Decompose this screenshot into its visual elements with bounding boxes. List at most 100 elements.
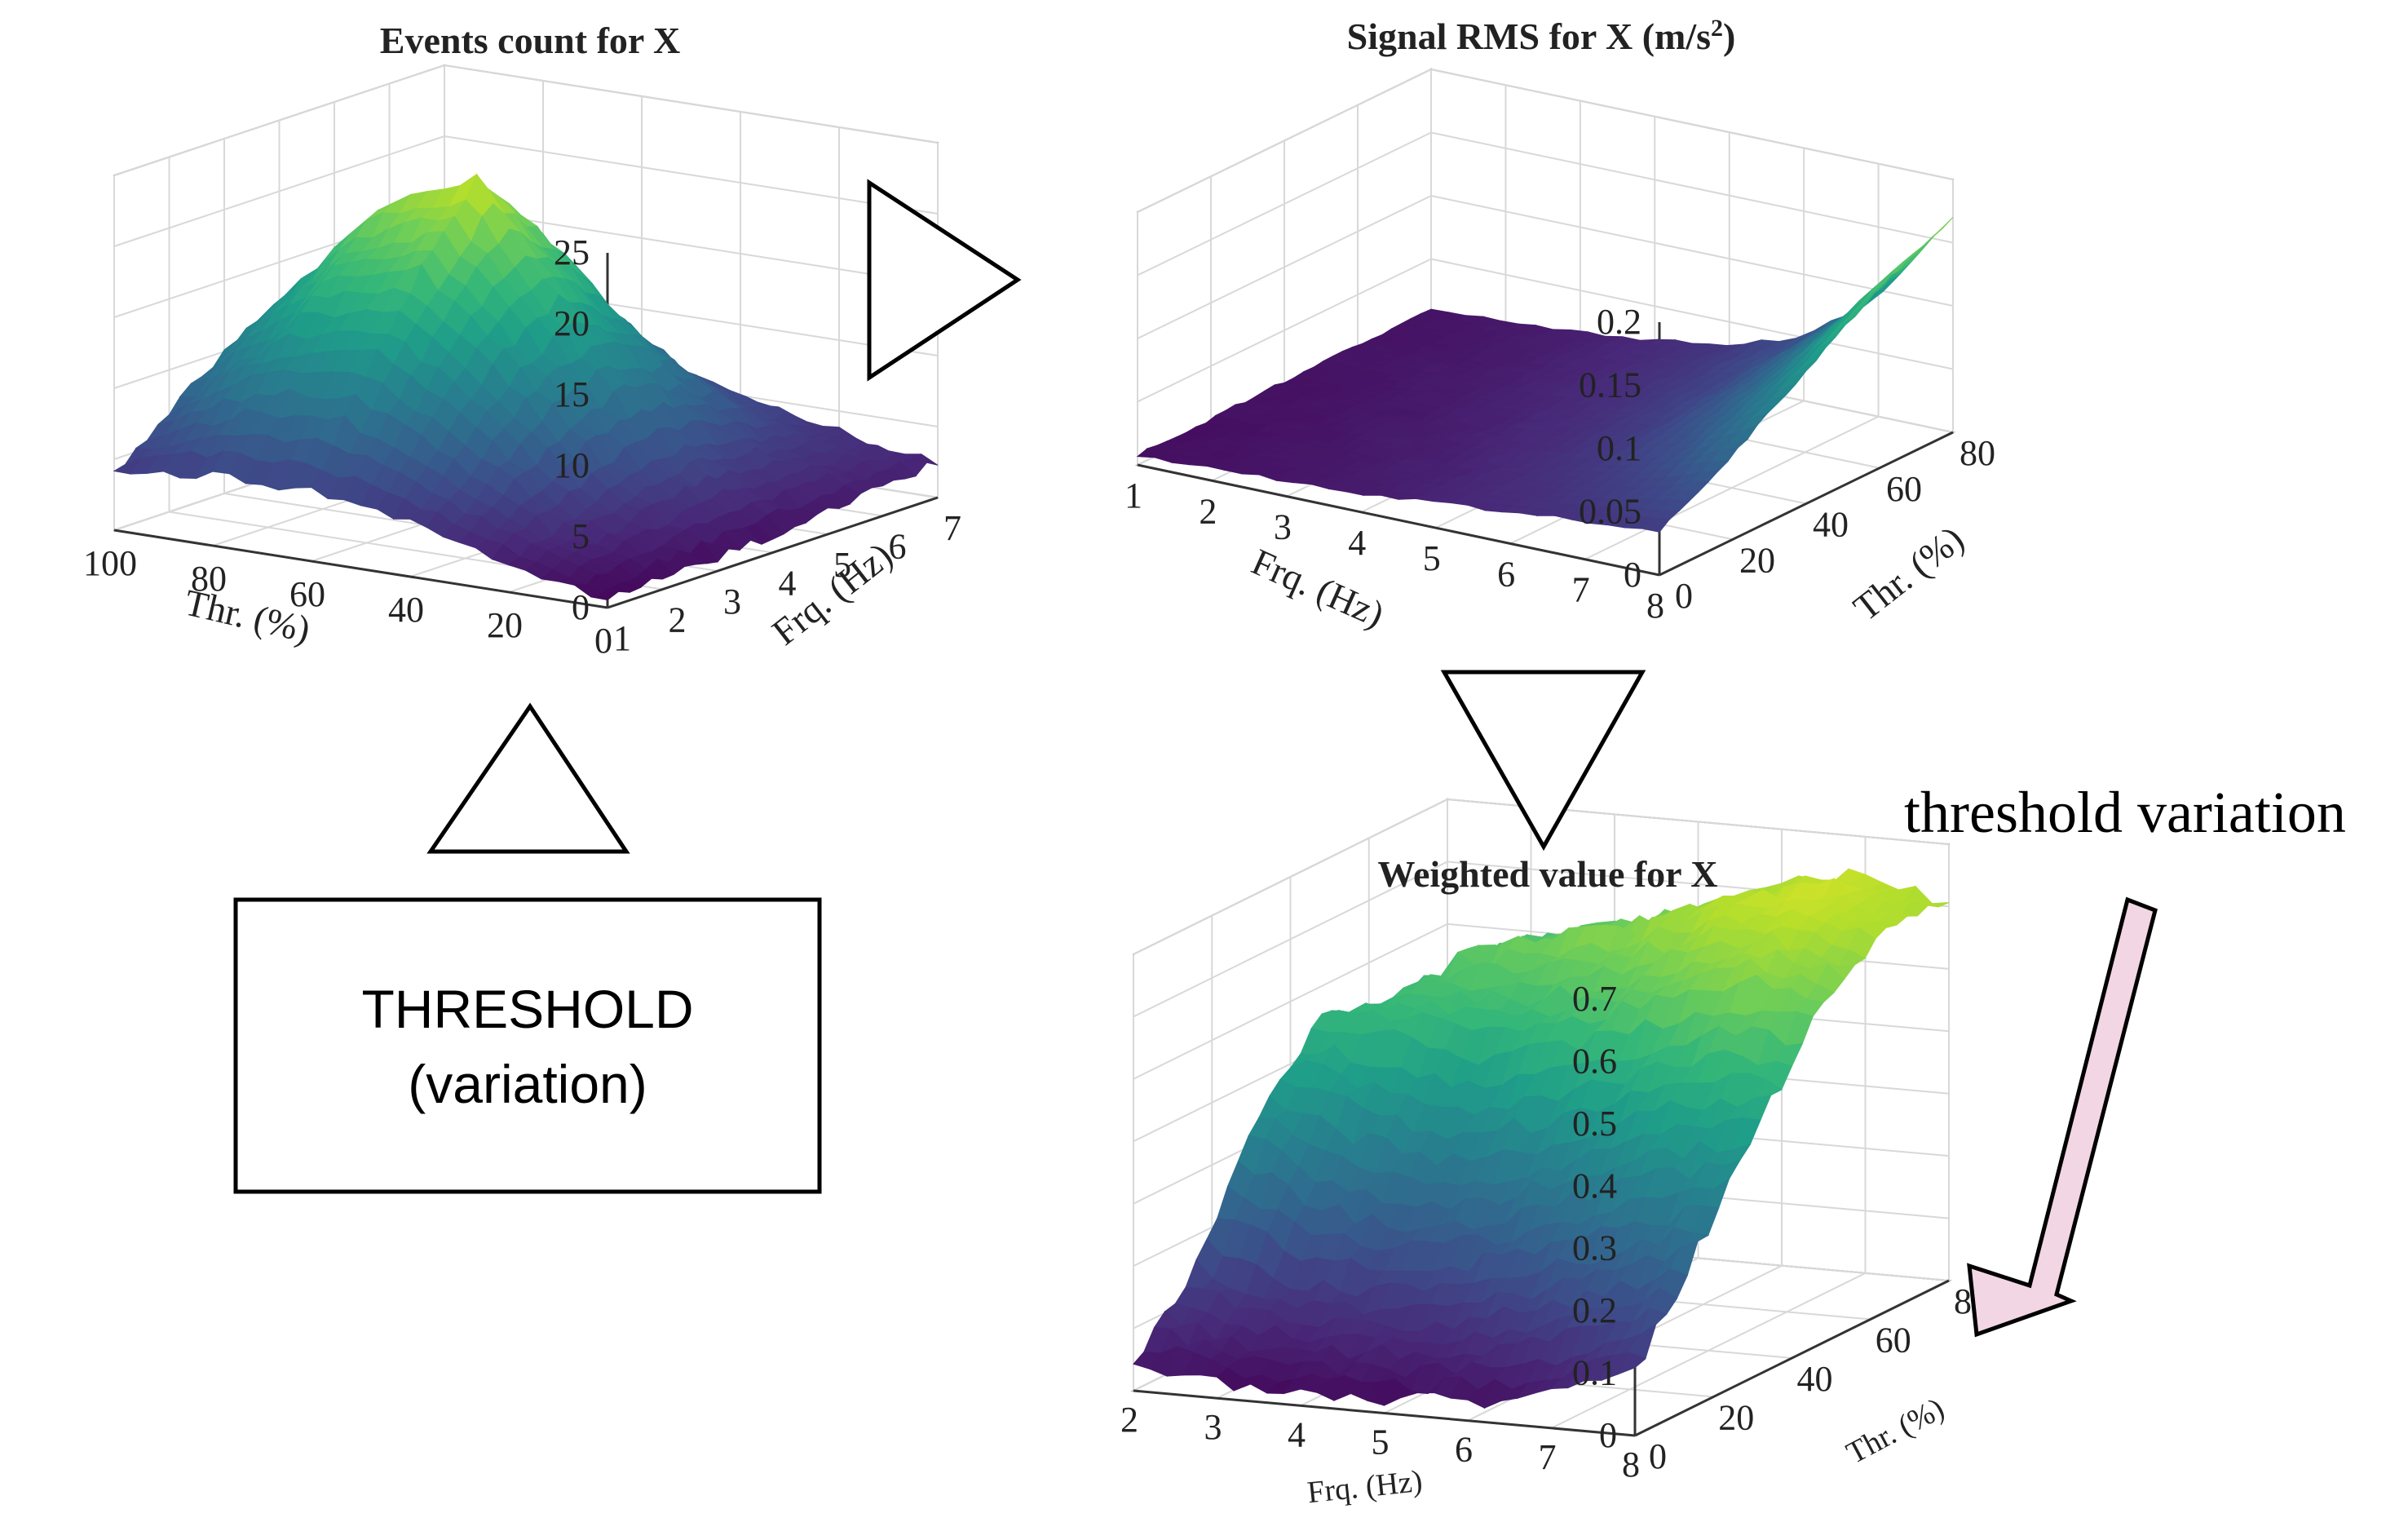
u-tick-label: 1: [1124, 476, 1142, 515]
up-pointing-triangle-icon: [426, 702, 630, 854]
u-tick-label: 40: [388, 590, 424, 630]
signal-rms-frq-ticks: 8 7 6 5 4 3 2 1: [1124, 476, 1664, 626]
weighted-value-frq-ticks: 8 7 6 5 4 3 2: [1120, 1400, 1640, 1485]
z-tick-label: 0.6: [1572, 1041, 1617, 1081]
signal-rms-title-sup: 2: [1711, 15, 1723, 42]
z-gridline: [444, 135, 939, 215]
threshold-box-line2: (variation): [408, 1054, 647, 1114]
surface-patch: [590, 591, 619, 601]
z-tick-label: 0.4: [1572, 1166, 1617, 1206]
surface-patch: [1641, 517, 1670, 533]
weighted-value-title: Weighted value for X: [1378, 853, 1718, 895]
u-tick-label: 8: [1622, 1445, 1640, 1485]
u-tick-label: 20: [487, 605, 523, 645]
v-tick-label: 5: [833, 545, 851, 585]
u-axis-line: [1137, 463, 1660, 577]
weighted-value-chart: Weighted value for X 0 0.1 0.2 0.3 0.4 0.5 0.6…: [1120, 798, 1990, 1510]
weighted-value-thr-label: Thr. (%): [1841, 1392, 1950, 1471]
z-tick-label: 10: [554, 445, 590, 485]
u-tick-label: 5: [1372, 1423, 1390, 1462]
threshold-variation-label: threshold variation: [1904, 780, 2346, 845]
z-tick-label: 0: [572, 587, 590, 627]
v-tick-label: 40: [1797, 1359, 1833, 1399]
threshold-variation-arrow-icon: [1967, 896, 2158, 1338]
signal-rms-thr-label: Thr. (%): [1845, 518, 1971, 629]
u-tick-label: 2: [1120, 1400, 1138, 1440]
u-tick-label: 60: [289, 574, 325, 614]
z-tick-label: 0.1: [1597, 428, 1641, 468]
z-tick-label: 0: [1624, 555, 1641, 595]
z-tick-label: 0.05: [1579, 492, 1641, 532]
weighted-value-z-ticks: 0 0.1 0.2 0.3 0.4 0.5 0.6 0.7: [1572, 979, 1617, 1455]
u-tick-label: 0: [594, 621, 612, 661]
u-tick-label: 3: [1274, 507, 1292, 547]
v-tick-label: 4: [779, 564, 797, 604]
v-axis-line: [1659, 431, 1954, 577]
u-tick-label: 3: [1204, 1407, 1222, 1447]
v-tick-label: 60: [1876, 1321, 1911, 1361]
z-tick-label: 20: [554, 303, 590, 343]
events-count-z-ticks: 0 5 10 15 20 25: [554, 232, 590, 627]
z-tick-label: 0.2: [1597, 302, 1641, 342]
v-tick-label: 40: [1813, 505, 1849, 545]
events-count-title: Events count for X: [380, 20, 680, 61]
signal-rms-title-main: Signal RMS for X (m/s: [1347, 15, 1711, 57]
z-tick-label: 5: [572, 516, 590, 556]
right-pointing-triangle-icon: [867, 179, 1022, 382]
signal-rms-frq-label: Frq. (Hz): [1246, 541, 1390, 635]
signal-rms-title-end: ): [1723, 15, 1735, 57]
u-tick-label: 6: [1497, 554, 1515, 594]
z-gridline: [1430, 258, 1954, 370]
threshold-box-line1: THRESHOLD: [361, 979, 693, 1039]
signal-rms-surface: [1136, 216, 1954, 533]
v-tick-label: 60: [1886, 469, 1922, 509]
u-tick-label: 100: [83, 543, 137, 583]
z-tick-label: 0: [1599, 1415, 1617, 1455]
u-tick-label: 8: [1646, 586, 1664, 626]
v-tick-label: 1: [613, 618, 631, 658]
v-axis-line: [1634, 1279, 1950, 1437]
z-gridline: [444, 64, 939, 144]
z-tick-label: 0.5: [1572, 1104, 1617, 1144]
v-tick-label: 2: [669, 600, 687, 640]
weighted-value-surface: [1133, 868, 1950, 1409]
z-gridline: [1430, 69, 1954, 180]
v-tick-label: 0: [1649, 1436, 1667, 1476]
z-tick-label: 0.15: [1579, 365, 1641, 405]
z-tick-label: 0.3: [1572, 1228, 1617, 1268]
v-tick-label: 20: [1739, 540, 1775, 580]
events-count-thr-ticks: 0 20 40 60 80 100: [83, 543, 612, 661]
u-tick-label: 7: [1539, 1437, 1557, 1477]
signal-rms-z-ticks: 0 0.05 0.1 0.15 0.2: [1579, 302, 1641, 595]
v-tick-label: 80: [1960, 433, 1995, 473]
signal-rms-chart: Signal RMS for X (m/s2) 00.050.10.150.2 …: [1124, 15, 1995, 635]
u-tick-label: 7: [1572, 570, 1590, 610]
events-count-surface: [113, 173, 939, 601]
signal-rms-title: Signal RMS for X (m/s2): [1347, 15, 1736, 57]
z-gridline: [1430, 195, 1954, 307]
z-tick-label: 15: [554, 374, 590, 414]
z-tick-label: 0.2: [1572, 1290, 1617, 1330]
v-tick-label: 6: [889, 527, 907, 567]
u-tick-label: 80: [191, 559, 227, 599]
v-tick-label: 0: [1675, 576, 1693, 616]
threshold-box: [233, 897, 822, 1194]
signal-rms-thr-ticks: 0 20 40 60 80: [1675, 433, 1995, 616]
z-tick-label: 25: [554, 232, 590, 272]
v-tick-label: 3: [723, 582, 741, 622]
down-pointing-triangle-icon: [1440, 670, 1646, 852]
v-axis-line: [607, 496, 939, 609]
u-tick-label: 5: [1423, 538, 1441, 578]
surface-patch: [1617, 1352, 1646, 1375]
u-tick-label: 2: [1199, 491, 1217, 531]
u-tick-label: 4: [1288, 1414, 1306, 1454]
u-tick-label: 6: [1455, 1430, 1473, 1470]
z-gridline: [1430, 131, 1954, 244]
z-tick-label: 0.1: [1572, 1353, 1617, 1393]
z-tick-label: 0.7: [1572, 979, 1617, 1019]
u-tick-label: 4: [1348, 523, 1366, 563]
u-axis-line: [113, 529, 608, 609]
v-tick-label: 7: [943, 508, 961, 548]
